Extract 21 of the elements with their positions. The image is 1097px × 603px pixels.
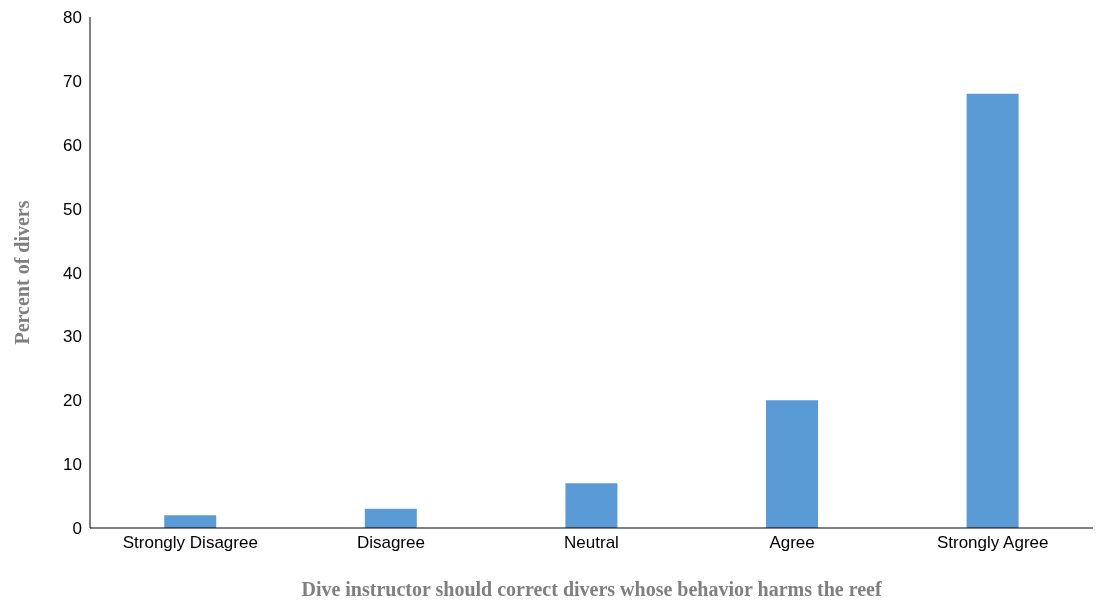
x-axis-title: Dive instructor should correct divers whose behavior harms the reef: [301, 578, 882, 600]
bar: [164, 515, 217, 528]
x-tick-label: Neutral: [564, 533, 619, 553]
y-tick-label: 20: [63, 391, 82, 411]
y-tick-label: 80: [63, 8, 82, 28]
x-tick-label: Strongly Disagree: [122, 533, 258, 553]
bar: [966, 93, 1019, 528]
y-tick-label: 30: [63, 327, 82, 347]
y-axis-title: Percent of divers: [11, 200, 34, 345]
bar: [766, 400, 819, 528]
y-tick-label: 50: [63, 199, 82, 219]
x-tick-label: Disagree: [356, 533, 425, 553]
y-tick-label: 60: [63, 135, 82, 155]
y-tick-label: 0: [72, 519, 82, 539]
x-tick-label: Agree: [769, 533, 815, 553]
bar: [364, 508, 417, 528]
y-tick-label: 70: [63, 71, 82, 91]
y-tick-label: 10: [63, 455, 82, 475]
bar: [565, 483, 618, 528]
x-tick-label: Strongly Agree: [936, 533, 1049, 553]
y-tick-label: 40: [63, 263, 82, 283]
